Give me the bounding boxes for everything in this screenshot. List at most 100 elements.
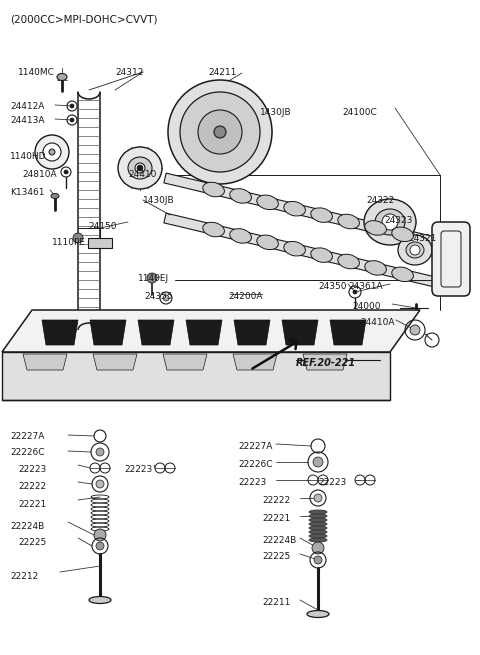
Ellipse shape [365, 221, 386, 235]
Text: 22224B: 22224B [262, 536, 296, 545]
Text: 24211: 24211 [208, 68, 236, 77]
Circle shape [96, 542, 104, 550]
Text: 1140HD: 1140HD [10, 152, 47, 161]
Text: 1430JB: 1430JB [260, 108, 292, 117]
Circle shape [73, 233, 83, 243]
Text: 22223: 22223 [238, 478, 266, 487]
Polygon shape [163, 354, 207, 370]
Ellipse shape [406, 242, 424, 258]
Text: REF.20-221: REF.20-221 [296, 358, 356, 368]
Text: 22223: 22223 [318, 478, 346, 487]
Text: 24410A: 24410A [360, 318, 395, 327]
Text: 22227A: 22227A [10, 432, 44, 441]
Ellipse shape [309, 526, 327, 530]
Ellipse shape [49, 149, 55, 155]
Polygon shape [2, 352, 390, 400]
Text: 24323: 24323 [384, 216, 412, 225]
Text: 24322: 24322 [366, 196, 394, 205]
Text: 1140MC: 1140MC [18, 68, 55, 77]
Circle shape [147, 273, 157, 283]
Ellipse shape [257, 195, 278, 210]
Text: 22223: 22223 [18, 465, 46, 474]
Circle shape [64, 170, 68, 174]
Text: 22211: 22211 [262, 598, 290, 607]
Text: 22225: 22225 [18, 538, 46, 547]
Ellipse shape [338, 214, 360, 229]
Text: 1140EJ: 1140EJ [138, 274, 169, 283]
Text: 22221: 22221 [18, 500, 46, 509]
Circle shape [314, 494, 322, 502]
Polygon shape [90, 320, 126, 345]
Circle shape [137, 165, 143, 171]
Text: 22224B: 22224B [10, 522, 44, 531]
Circle shape [353, 290, 357, 294]
Text: K13461: K13461 [10, 188, 45, 197]
Ellipse shape [309, 538, 327, 542]
Ellipse shape [57, 73, 67, 81]
Ellipse shape [398, 235, 432, 265]
Polygon shape [164, 213, 436, 287]
Polygon shape [330, 320, 366, 345]
Text: 1110PE: 1110PE [52, 238, 86, 247]
Ellipse shape [168, 80, 272, 184]
Polygon shape [234, 320, 270, 345]
Circle shape [313, 457, 323, 467]
Text: 24413A: 24413A [10, 116, 45, 125]
Circle shape [96, 480, 104, 488]
Polygon shape [42, 320, 78, 345]
Ellipse shape [118, 147, 162, 189]
Text: 24350: 24350 [318, 282, 347, 291]
Text: 22227A: 22227A [238, 442, 272, 451]
FancyBboxPatch shape [432, 222, 470, 296]
Text: 1430JB: 1430JB [143, 196, 175, 205]
Ellipse shape [392, 227, 413, 242]
Polygon shape [186, 320, 222, 345]
Polygon shape [282, 320, 318, 345]
Circle shape [314, 556, 322, 564]
Circle shape [410, 325, 420, 335]
Ellipse shape [128, 157, 152, 179]
Text: 24412A: 24412A [10, 102, 44, 111]
Text: 24810A: 24810A [22, 170, 57, 179]
Text: 24200A: 24200A [228, 292, 263, 301]
Ellipse shape [284, 202, 305, 216]
Ellipse shape [392, 267, 413, 282]
Text: 24150: 24150 [88, 222, 117, 231]
Circle shape [410, 245, 420, 255]
Text: 24000: 24000 [352, 302, 381, 311]
Ellipse shape [43, 143, 61, 161]
Circle shape [70, 104, 74, 108]
Text: 24312: 24312 [115, 68, 144, 77]
Text: 22226C: 22226C [10, 448, 45, 457]
Ellipse shape [309, 534, 327, 538]
Circle shape [382, 214, 398, 230]
Polygon shape [303, 354, 347, 370]
Polygon shape [138, 320, 174, 345]
Text: 22223: 22223 [124, 465, 152, 474]
Polygon shape [2, 310, 420, 352]
Ellipse shape [180, 92, 260, 172]
Ellipse shape [284, 242, 305, 256]
Text: 22212: 22212 [10, 572, 38, 581]
Circle shape [312, 542, 324, 554]
Polygon shape [93, 354, 137, 370]
Polygon shape [164, 173, 436, 247]
Circle shape [70, 118, 74, 122]
Circle shape [94, 529, 106, 541]
Text: (2000CC>MPI-DOHC>CVVT): (2000CC>MPI-DOHC>CVVT) [10, 14, 157, 24]
Ellipse shape [51, 193, 59, 198]
Circle shape [163, 295, 169, 301]
Ellipse shape [309, 518, 327, 522]
Ellipse shape [309, 510, 327, 514]
Ellipse shape [311, 208, 333, 223]
Text: 24100C: 24100C [342, 108, 377, 117]
Text: 22221: 22221 [262, 514, 290, 523]
Ellipse shape [311, 248, 333, 263]
Ellipse shape [365, 261, 386, 275]
Ellipse shape [203, 182, 225, 196]
Circle shape [96, 448, 104, 456]
Text: 22225: 22225 [262, 552, 290, 561]
Ellipse shape [364, 199, 416, 245]
Ellipse shape [309, 514, 327, 518]
Text: 24355: 24355 [144, 292, 172, 301]
